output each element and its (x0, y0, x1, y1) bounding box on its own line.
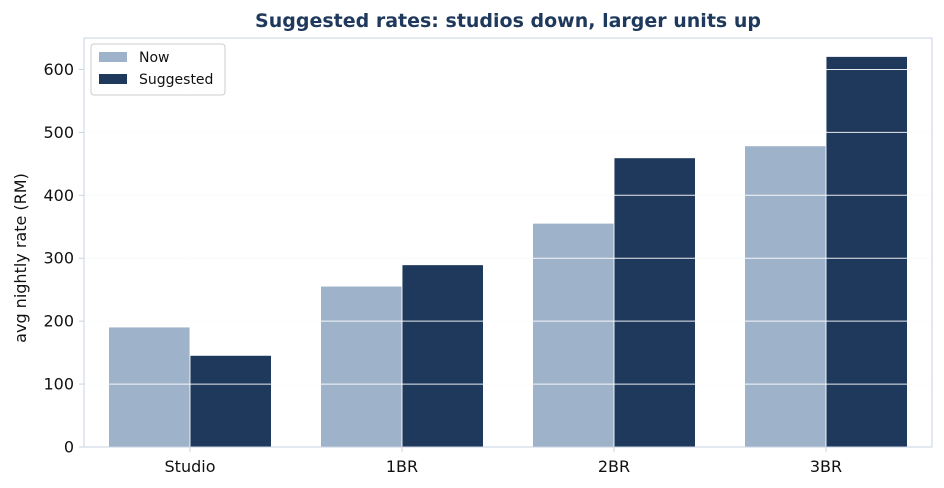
bars (84, 38, 932, 447)
y-tick-label: 100 (43, 375, 74, 394)
bar-now-3br (745, 146, 826, 447)
x-tick-label: 1BR (386, 457, 418, 476)
y-tick-label: 500 (43, 123, 74, 142)
plot-frame (83, 37, 933, 448)
bar-suggested-2br (614, 158, 695, 447)
y-tick-label: 0 (64, 438, 74, 457)
legend-swatch-now (99, 52, 127, 62)
bar-suggested-1br (402, 265, 483, 447)
axes (83, 37, 933, 448)
y-tick-label: 300 (43, 249, 74, 268)
y-tick-label: 200 (43, 312, 74, 331)
legend-swatch-suggested (99, 74, 127, 84)
bar-now-2br (533, 223, 614, 447)
bar-now-1br (321, 286, 402, 447)
x-tick-label: 2BR (598, 457, 630, 476)
y-tick-label: 600 (43, 60, 74, 79)
bar-suggested-studio (190, 355, 271, 447)
y-axis-label: avg nightly rate (RM) (11, 173, 30, 343)
y-ticks: 0 100 200 300 400 500 600 (43, 60, 84, 457)
y-tick-label: 400 (43, 186, 74, 205)
bar-suggested-3br (826, 56, 907, 447)
legend: Now Suggested (90, 43, 226, 96)
legend-label-suggested: Suggested (139, 72, 213, 88)
x-tick-label: 3BR (810, 457, 842, 476)
x-tick-label: Studio (165, 457, 216, 476)
chart-title: Suggested rates: studios down, larger un… (255, 10, 761, 32)
x-ticks: Studio 1BR 2BR 3BR (165, 447, 842, 476)
bar-now-studio (109, 327, 190, 447)
legend-label-now: Now (139, 50, 170, 66)
